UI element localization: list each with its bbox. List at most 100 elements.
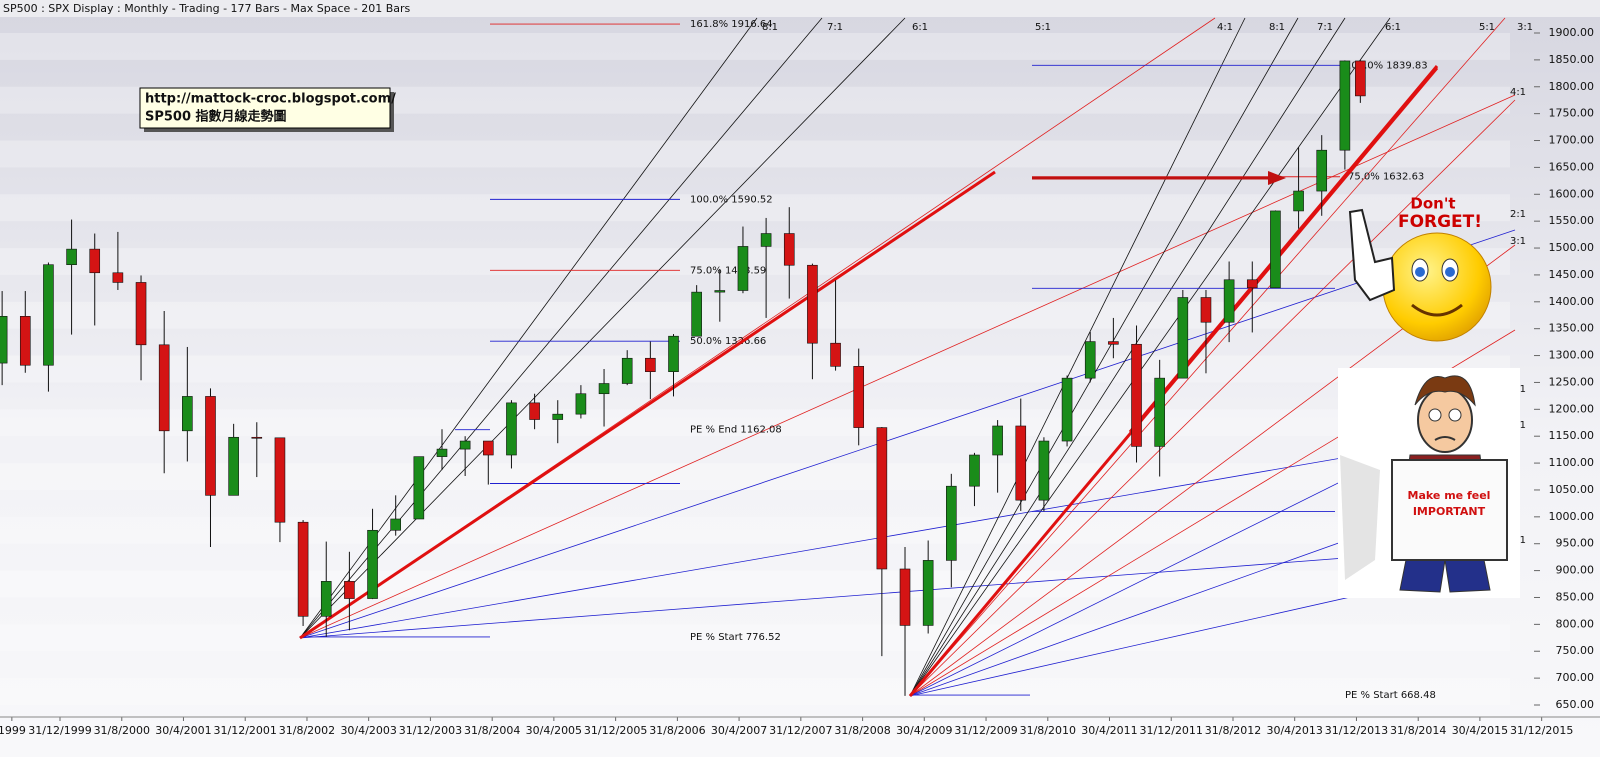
mouth: [1411, 303, 1463, 317]
fan-label: 6:1: [912, 22, 928, 33]
band: [0, 516, 1510, 544]
level-label: PE % End 1162.08: [690, 425, 782, 436]
y-tick-label: 700.00: [1556, 671, 1595, 684]
x-tick-label: 31/8/2004: [464, 724, 520, 737]
band: [0, 570, 1510, 598]
y-tick-label: 900.00: [1556, 564, 1595, 577]
candle-body: [575, 393, 587, 415]
band: [0, 194, 1510, 222]
candle-body: [367, 529, 378, 599]
candle-body: [89, 248, 101, 274]
note: [139, 87, 391, 129]
x-tick-label: 30/4/2011: [1081, 724, 1137, 737]
candle-body: [1270, 210, 1281, 289]
x-tick-label: 31/12/2007: [769, 724, 832, 737]
x-tick-label: 31/12/2005: [584, 724, 647, 737]
candle-body: [436, 448, 448, 457]
y-tick-label: 950.00: [1556, 537, 1595, 550]
y-tick-label: 750.00: [1556, 644, 1595, 657]
candle-body: [344, 581, 355, 599]
fan-label: 4:1: [1217, 22, 1233, 33]
x-tick-label: 31/12/2001: [214, 724, 277, 737]
arrow-head: [1268, 171, 1286, 185]
x-tick-label: 30/4/2003: [340, 724, 396, 737]
candle-body: [506, 402, 517, 456]
x-tick-label: 30/4/2001: [155, 724, 211, 737]
note-title: SP500 指數月線走勢圖: [145, 109, 287, 125]
candle-body: [0, 316, 8, 364]
candle-body: [1246, 279, 1258, 289]
candle-body: [621, 357, 633, 384]
y-tick-label: 1650.00: [1549, 160, 1595, 173]
y-tick-label: 1850.00: [1549, 53, 1595, 66]
fan-line: [909, 17, 1299, 697]
candle-body: [19, 316, 31, 366]
candle-body: [1316, 149, 1328, 192]
x-tick-label: 30/4/2009: [896, 724, 952, 737]
candle-body: [135, 282, 147, 346]
fan-line: [299, 229, 1516, 639]
candle-body: [182, 396, 193, 432]
candle-body: [807, 264, 818, 344]
eye: [1428, 408, 1442, 422]
candle-body: [737, 246, 749, 291]
candle-body: [946, 485, 957, 561]
fan-label: 8:1: [1269, 22, 1285, 33]
candle-body: [274, 437, 286, 523]
candle-body: [1154, 377, 1165, 447]
y-tick-label: 1000.00: [1549, 510, 1595, 523]
pupil: [1415, 267, 1425, 277]
band: [0, 140, 1510, 168]
y-tick-label: 1250.00: [1549, 375, 1595, 388]
level-label: 50.0% 1326.66: [690, 336, 766, 347]
level-label: 161.8% 1916.64: [690, 19, 773, 30]
y-tick-label: 1700.00: [1549, 134, 1595, 147]
fan-label: 3:1: [1517, 22, 1533, 33]
x-tick-label: 31/8/2002: [279, 724, 335, 737]
smiley-sticker: Don't FORGET!: [1348, 195, 1492, 342]
mouth: [1434, 436, 1456, 441]
header-bar: [0, 0, 1600, 17]
fan-label: 5:1: [1479, 22, 1495, 33]
y-tick-label: 850.00: [1556, 590, 1595, 603]
band: [0, 301, 1510, 329]
y-tick-label: 1200.00: [1549, 402, 1595, 415]
head: [1417, 387, 1473, 453]
candle-body: [482, 440, 494, 456]
candle-body: [1339, 60, 1351, 151]
candle-body: [390, 518, 401, 531]
candle-body: [1038, 440, 1050, 501]
y-tick-label: 1550.00: [1549, 214, 1595, 227]
candle-body: [853, 366, 865, 428]
level-label: 75.0% 1632.63: [1348, 172, 1424, 183]
candle-body: [598, 383, 610, 395]
candle-body: [714, 290, 726, 293]
fan-line: [299, 94, 1516, 639]
band: [0, 409, 1510, 437]
candle-body: [969, 454, 980, 487]
sign-text: IMPORTANT: [1413, 505, 1486, 518]
sticker-text: FORGET!: [1398, 212, 1482, 232]
x-tick-label: 1999: [0, 724, 26, 737]
candle-body: [459, 440, 471, 450]
smiley-face: [1382, 232, 1492, 342]
fan-label: 7:1: [827, 22, 843, 33]
candle-body: [1223, 279, 1235, 323]
shadow: [1340, 455, 1380, 580]
level-label: 75.0% 1458.59: [690, 265, 766, 276]
candle-body: [413, 456, 425, 520]
y-tick-label: 1800.00: [1549, 80, 1595, 93]
fan-line: [909, 99, 1516, 697]
y-tick-label: 1500.00: [1549, 241, 1595, 254]
candle-body: [529, 402, 540, 420]
y-tick-label: 1750.00: [1549, 107, 1595, 120]
candle-body: [1084, 341, 1096, 379]
fan-label: 3:1: [1510, 236, 1526, 247]
level-label: 100.0% 1590.52: [690, 194, 773, 205]
candle-body: [1061, 377, 1073, 442]
y-tick-label: 800.00: [1556, 617, 1595, 630]
fan-line: [909, 17, 1506, 697]
trend-line: [299, 170, 996, 640]
candle-body: [992, 425, 1003, 456]
